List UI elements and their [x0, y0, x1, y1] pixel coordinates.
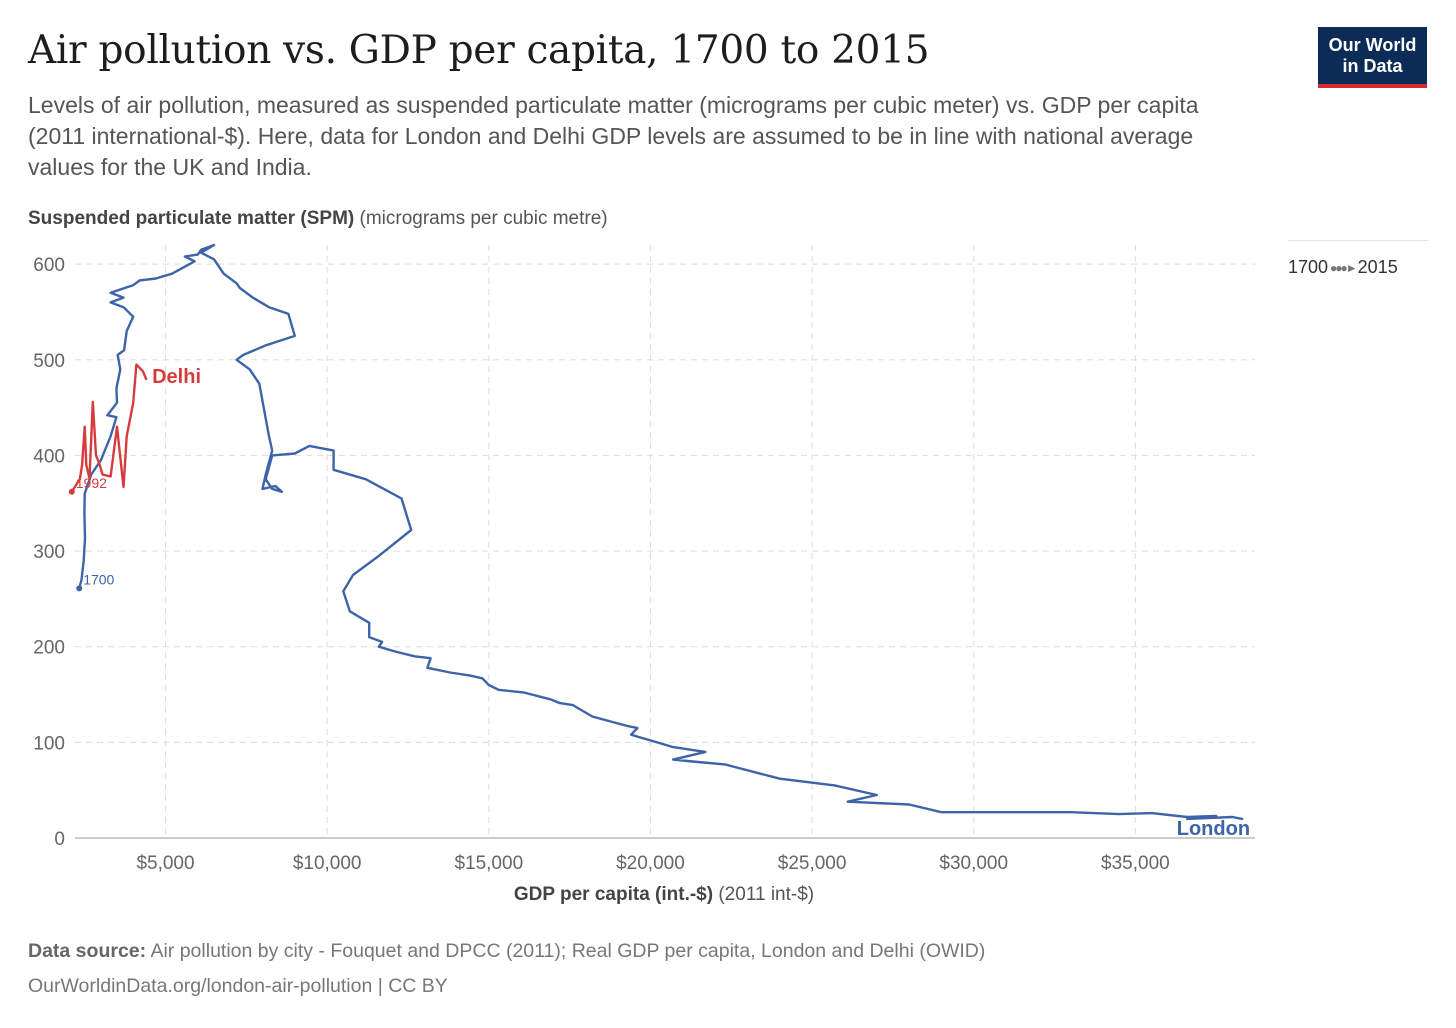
series-line-london: [77, 243, 1244, 821]
y-axis-label-name: Suspended particulate matter (SPM): [28, 208, 355, 229]
tick-layer: 0 100 200 300 400 500 600 $5,000 $10,000 $15,000 $…: [33, 255, 1169, 874]
y-tick-label: 200: [33, 638, 65, 659]
series-start-label-delhi: 1992: [76, 475, 107, 491]
x-tick-label: $10,000: [293, 853, 362, 874]
data-source-label: Data source:: [28, 940, 147, 962]
timeline-control[interactable]: 1700 ●●●► 2015: [1288, 240, 1428, 278]
label-layer: 1700 London 1992 Delhi: [76, 366, 1250, 840]
y-tick-label: 300: [33, 542, 65, 563]
grid-layer: [75, 245, 1255, 839]
timeline-arrow-icon: ●●●►: [1330, 261, 1358, 276]
data-source: Data source: Air pollution by city - Fou…: [28, 940, 985, 963]
x-axis-label-unit: (2011 int-$): [713, 884, 815, 905]
license-link[interactable]: OurWorldinData.org/london-air-pollution …: [28, 975, 448, 997]
logo-line-2: in Data: [1342, 56, 1403, 76]
series-start-label-london: 1700: [83, 571, 114, 587]
series-start-dot-delhi: [68, 488, 75, 495]
y-tick-label: 600: [33, 255, 65, 276]
series-start-dot-london: [76, 585, 83, 592]
y-tick-label: 0: [54, 829, 65, 850]
x-tick-label: $20,000: [616, 853, 685, 874]
series-layer: [68, 243, 1244, 821]
y-tick-label: 100: [33, 733, 65, 754]
logo-line-1: Our World: [1328, 35, 1417, 55]
x-tick-label: $15,000: [454, 853, 523, 874]
owid-logo[interactable]: Our World in Data: [1318, 27, 1427, 88]
logo-accent-bar: [1318, 84, 1427, 88]
x-tick-label: $25,000: [778, 853, 847, 874]
x-tick-label: $5,000: [136, 853, 194, 874]
y-axis-label: Suspended particulate matter (SPM) (micr…: [28, 208, 608, 230]
series-end-label-london: London: [1177, 818, 1250, 840]
series-end-label-delhi: Delhi: [152, 366, 201, 388]
data-source-text: Air pollution by city - Fouquet and DPCC…: [146, 940, 986, 962]
x-axis-label: GDP per capita (int.-$) (2011 int-$): [0, 884, 1328, 906]
y-tick-label: 400: [33, 446, 65, 467]
chart-subtitle: Levels of air pollution, measured as sus…: [28, 92, 1199, 180]
x-tick-label: $30,000: [939, 853, 1008, 874]
series-line-delhi: [70, 363, 148, 493]
y-tick-label: 500: [33, 351, 65, 372]
chart-title: Air pollution vs. GDP per capita, 1700 t…: [28, 28, 930, 73]
timeline-start: 1700: [1288, 257, 1329, 277]
x-tick-label: $35,000: [1101, 853, 1170, 874]
y-axis-label-unit: (micrograms per cubic metre): [354, 208, 608, 229]
x-axis-label-name: GDP per capita (int.-$): [513, 884, 714, 905]
timeline-end: 2015: [1357, 257, 1398, 277]
